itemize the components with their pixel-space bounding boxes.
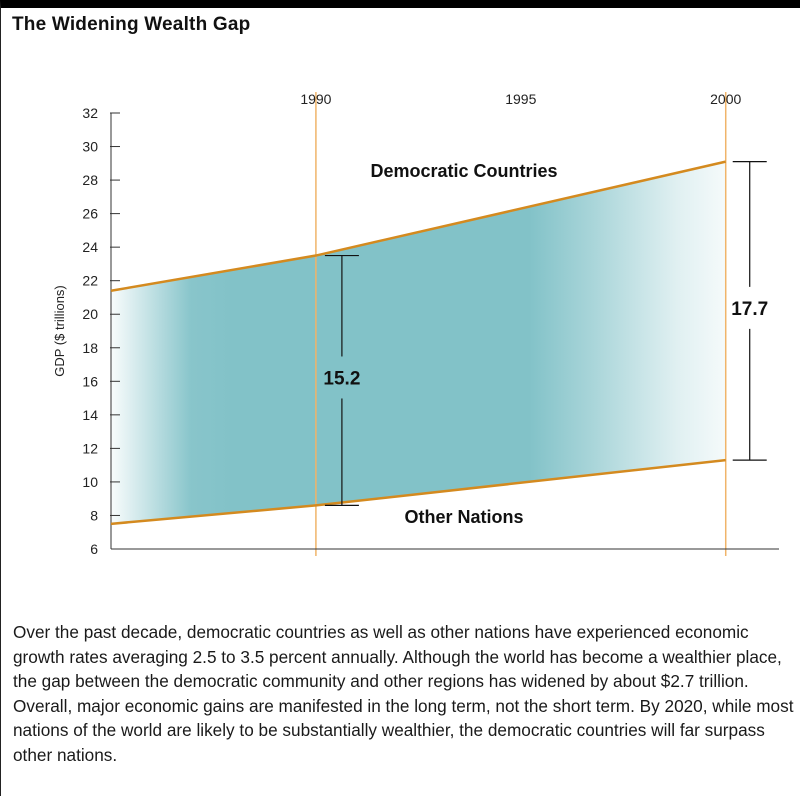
y-tick-label-24: 24: [82, 239, 98, 255]
y-tick-label-12: 12: [82, 440, 98, 456]
x-tick-label-1995: 1995: [505, 91, 536, 107]
series-label-other: Other Nations: [404, 507, 523, 527]
x-tick-label-1990: 1990: [300, 91, 331, 107]
series-label-democratic: Democratic Countries: [370, 161, 557, 181]
chart-title: The Widening Wealth Gap: [12, 14, 251, 35]
series-line-other: [110, 458, 726, 526]
wealth-gap-band: [111, 161, 726, 524]
y-tick-label-30: 30: [82, 139, 98, 155]
y-tick-label-10: 10: [82, 474, 98, 490]
y-tick-label-18: 18: [82, 340, 98, 356]
y-tick-label-8: 8: [90, 507, 98, 523]
y-tick-label-6: 6: [90, 541, 98, 557]
y-tick-label-32: 32: [82, 105, 98, 121]
y-tick-label-20: 20: [82, 306, 98, 322]
y-tick-label-16: 16: [82, 373, 98, 389]
y-tick-label-14: 14: [82, 407, 98, 423]
description-text: Over the past decade, democratic countri…: [13, 622, 794, 765]
x-tick-label-2000: 2000: [710, 91, 741, 107]
y-tick-label-22: 22: [82, 273, 98, 289]
series-line-democratic: [110, 160, 727, 292]
gap-label-1990: 15.2: [323, 368, 360, 389]
y-tick-label-26: 26: [82, 206, 98, 222]
y-tick-label-28: 28: [82, 172, 98, 188]
wealth-gap-chart: 6 8 10 12 14 16 18 20 22 24 26 28 30 32 1990 1995 2000 GD…: [52, 91, 779, 557]
gap-label-2000: 17.7: [731, 299, 768, 320]
y-axis-label: GDP ($ trillions): [52, 285, 67, 377]
